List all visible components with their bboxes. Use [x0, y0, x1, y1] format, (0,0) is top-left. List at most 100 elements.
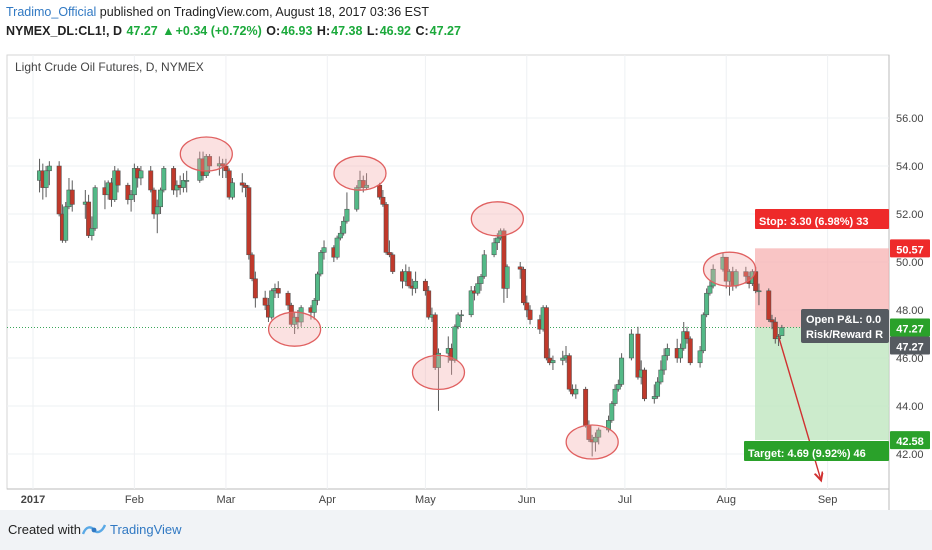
candle[interactable]	[246, 185, 252, 260]
candle[interactable]	[288, 302, 294, 327]
candle[interactable]	[779, 324, 785, 336]
candle[interactable]	[517, 262, 523, 279]
candle[interactable]	[700, 312, 706, 354]
candle[interactable]	[321, 240, 327, 260]
candle[interactable]	[743, 266, 749, 284]
tradingview-logo-icon[interactable]	[81, 522, 107, 541]
candle[interactable]	[364, 173, 369, 190]
candle[interactable]	[664, 343, 670, 361]
candle[interactable]	[269, 288, 275, 320]
candle[interactable]	[315, 271, 320, 306]
candle[interactable]	[207, 154, 213, 174]
candle[interactable]	[543, 305, 549, 361]
candle[interactable]	[406, 266, 412, 289]
candle[interactable]	[596, 427, 602, 445]
candle[interactable]	[635, 326, 641, 380]
candle[interactable]	[566, 353, 572, 392]
candle[interactable]	[426, 286, 432, 320]
candle[interactable]	[481, 250, 487, 279]
candle[interactable]	[334, 235, 340, 260]
candle[interactable]	[337, 226, 343, 241]
candle[interactable]	[655, 377, 661, 399]
candle[interactable]	[56, 161, 62, 217]
candle[interactable]	[386, 240, 392, 258]
candle[interactable]	[115, 168, 121, 193]
candle[interactable]	[455, 312, 461, 330]
candle[interactable]	[341, 216, 347, 236]
candle[interactable]	[468, 286, 474, 318]
candle[interactable]	[560, 350, 566, 366]
candle[interactable]	[766, 288, 772, 322]
candle[interactable]	[436, 348, 441, 411]
candle[interactable]	[475, 276, 481, 296]
candle[interactable]	[687, 336, 693, 366]
candle[interactable]	[504, 264, 510, 298]
candle[interactable]	[772, 317, 778, 344]
candle[interactable]	[592, 432, 598, 452]
candle[interactable]	[619, 353, 625, 387]
highlight-ellipse[interactable]	[565, 424, 619, 460]
candle[interactable]	[521, 266, 526, 306]
candle[interactable]	[383, 202, 389, 255]
candle[interactable]	[628, 329, 634, 361]
candle[interactable]	[43, 166, 49, 198]
candle[interactable]	[527, 305, 533, 325]
candle[interactable]	[125, 182, 131, 205]
candle[interactable]	[697, 346, 703, 368]
candle[interactable]	[658, 360, 664, 385]
candle[interactable]	[63, 202, 69, 243]
candle[interactable]	[220, 158, 226, 178]
candle[interactable]	[583, 386, 589, 428]
plot-area[interactable]	[6, 54, 890, 490]
candle[interactable]	[710, 264, 716, 289]
candle[interactable]	[171, 166, 177, 195]
price-axis[interactable]: 42.00 44.00 46.00 48.00 50.00 52.00 54.00 56.00	[896, 113, 924, 461]
candle[interactable]	[478, 274, 484, 291]
candle[interactable]	[609, 401, 615, 423]
candle[interactable]	[344, 192, 350, 224]
candle[interactable]	[131, 163, 137, 202]
candle[interactable]	[704, 288, 710, 318]
candle[interactable]	[180, 173, 186, 193]
candle[interactable]	[138, 166, 144, 186]
symbol-name[interactable]: NYMEX_DL:CL1!, D	[6, 24, 122, 38]
candle[interactable]	[661, 348, 667, 375]
candle[interactable]	[89, 216, 95, 241]
candle[interactable]	[615, 379, 621, 392]
highlight-ellipse[interactable]	[702, 251, 757, 287]
candle[interactable]	[154, 199, 160, 234]
candle[interactable]	[311, 298, 317, 320]
candle[interactable]	[285, 290, 291, 310]
highlight-ellipse[interactable]	[470, 201, 524, 237]
highlight-ellipse[interactable]	[267, 311, 322, 347]
candle[interactable]	[681, 322, 687, 351]
candle[interactable]	[458, 310, 464, 322]
candle[interactable]	[524, 295, 530, 318]
candle[interactable]	[432, 312, 438, 370]
candle[interactable]	[491, 238, 497, 258]
candle[interactable]	[92, 185, 98, 231]
candle[interactable]	[642, 367, 647, 402]
candle[interactable]	[678, 343, 683, 363]
candle[interactable]	[69, 180, 75, 212]
candle[interactable]	[151, 187, 157, 219]
candle[interactable]	[651, 384, 657, 404]
candle[interactable]	[275, 281, 281, 298]
candle[interactable]	[756, 283, 762, 306]
candle[interactable]	[573, 384, 579, 399]
candle[interactable]	[413, 271, 419, 294]
candle[interactable]	[243, 182, 249, 198]
highlight-ellipse[interactable]	[333, 155, 387, 191]
candle[interactable]	[46, 161, 52, 186]
candle[interactable]	[252, 271, 258, 308]
candle[interactable]	[230, 178, 235, 200]
candle[interactable]	[684, 326, 690, 344]
candle[interactable]	[723, 256, 729, 289]
candle[interactable]	[239, 173, 245, 193]
candle[interactable]	[422, 278, 428, 296]
candle[interactable]	[298, 305, 304, 327]
candle[interactable]	[377, 182, 383, 200]
tradingview-brand[interactable]: TradingView	[110, 522, 182, 537]
highlight-ellipse[interactable]	[411, 354, 466, 391]
candle[interactable]	[128, 190, 134, 212]
